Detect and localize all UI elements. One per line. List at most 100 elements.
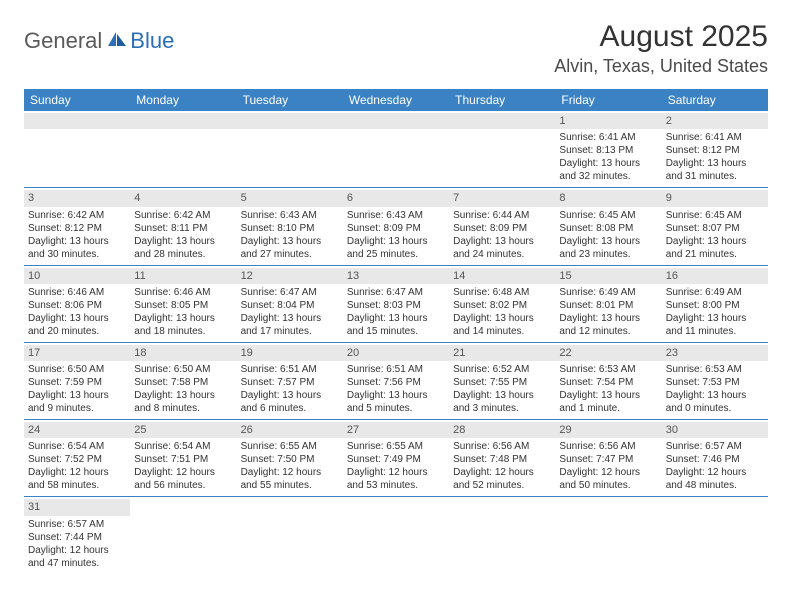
logo-text-blue: Blue <box>130 28 174 54</box>
cell-line: Sunset: 8:00 PM <box>666 299 764 312</box>
cell-line: Sunset: 8:04 PM <box>241 299 339 312</box>
cell-line: and 53 minutes. <box>347 479 445 492</box>
cell-date: 24 <box>24 422 130 438</box>
cell-line: and 32 minutes. <box>559 170 657 183</box>
cell-line: and 24 minutes. <box>453 248 551 261</box>
cell-line: Sunset: 8:01 PM <box>559 299 657 312</box>
empty-date-bar <box>130 113 236 129</box>
cell-date: 22 <box>555 345 661 361</box>
month-title: August 2025 <box>554 20 768 54</box>
calendar-cell: 23Sunrise: 6:53 AMSunset: 7:53 PMDayligh… <box>662 343 768 419</box>
cell-line: and 27 minutes. <box>241 248 339 261</box>
calendar-cell: 15Sunrise: 6:49 AMSunset: 8:01 PMDayligh… <box>555 266 661 342</box>
day-header: Sunday <box>24 89 130 111</box>
calendar-cell: 25Sunrise: 6:54 AMSunset: 7:51 PMDayligh… <box>130 420 236 496</box>
calendar-cell: 30Sunrise: 6:57 AMSunset: 7:46 PMDayligh… <box>662 420 768 496</box>
cell-line: Daylight: 13 hours <box>241 389 339 402</box>
week-row: 1Sunrise: 6:41 AMSunset: 8:13 PMDaylight… <box>24 111 768 188</box>
calendar-cell <box>130 497 236 573</box>
calendar-cell: 19Sunrise: 6:51 AMSunset: 7:57 PMDayligh… <box>237 343 343 419</box>
cell-line: Daylight: 13 hours <box>666 389 764 402</box>
cell-date: 31 <box>24 499 130 515</box>
calendar-cell <box>130 111 236 187</box>
calendar-cell <box>237 497 343 573</box>
cell-line: and 18 minutes. <box>134 325 232 338</box>
cell-line: Sunrise: 6:50 AM <box>28 363 126 376</box>
cell-line: Sunrise: 6:54 AM <box>134 440 232 453</box>
cell-line: Daylight: 13 hours <box>134 312 232 325</box>
day-header: Monday <box>130 89 236 111</box>
title-block: August 2025 Alvin, Texas, United States <box>554 20 768 77</box>
cell-line: Sunrise: 6:49 AM <box>666 286 764 299</box>
cell-line: Daylight: 12 hours <box>134 466 232 479</box>
cell-line: Sunset: 8:05 PM <box>134 299 232 312</box>
cell-line: and 9 minutes. <box>28 402 126 415</box>
cell-line: and 55 minutes. <box>241 479 339 492</box>
cell-line: Sunset: 7:57 PM <box>241 376 339 389</box>
cell-line: and 11 minutes. <box>666 325 764 338</box>
calendar-cell <box>343 497 449 573</box>
cell-line: Daylight: 13 hours <box>347 312 445 325</box>
week-row: 31Sunrise: 6:57 AMSunset: 7:44 PMDayligh… <box>24 497 768 573</box>
cell-line: Sunrise: 6:55 AM <box>241 440 339 453</box>
calendar-cell: 21Sunrise: 6:52 AMSunset: 7:55 PMDayligh… <box>449 343 555 419</box>
logo: General Blue <box>24 28 174 54</box>
cell-line: Sunrise: 6:53 AM <box>559 363 657 376</box>
cell-line: Sunset: 7:59 PM <box>28 376 126 389</box>
day-header: Saturday <box>662 89 768 111</box>
cell-line: Daylight: 12 hours <box>28 544 126 557</box>
location: Alvin, Texas, United States <box>554 56 768 77</box>
calendar-cell: 18Sunrise: 6:50 AMSunset: 7:58 PMDayligh… <box>130 343 236 419</box>
calendar-cell <box>555 497 661 573</box>
cell-date: 18 <box>130 345 236 361</box>
calendar-cell: 4Sunrise: 6:42 AMSunset: 8:11 PMDaylight… <box>130 188 236 264</box>
cell-line: Sunset: 8:09 PM <box>347 222 445 235</box>
cell-line: Sunrise: 6:46 AM <box>134 286 232 299</box>
cell-line: Sunrise: 6:41 AM <box>559 131 657 144</box>
cell-line: and 5 minutes. <box>347 402 445 415</box>
cell-line: and 52 minutes. <box>453 479 551 492</box>
cell-line: Daylight: 13 hours <box>666 157 764 170</box>
cell-line: Sunrise: 6:52 AM <box>453 363 551 376</box>
cell-line: Sunset: 8:12 PM <box>28 222 126 235</box>
cell-line: Sunrise: 6:53 AM <box>666 363 764 376</box>
cell-line: Sunrise: 6:49 AM <box>559 286 657 299</box>
cell-date: 26 <box>237 422 343 438</box>
cell-date: 28 <box>449 422 555 438</box>
cell-line: Sunset: 8:11 PM <box>134 222 232 235</box>
day-header: Wednesday <box>343 89 449 111</box>
cell-line: Daylight: 12 hours <box>347 466 445 479</box>
cell-line: Sunset: 8:10 PM <box>241 222 339 235</box>
cell-line: and 6 minutes. <box>241 402 339 415</box>
cell-line: Sunrise: 6:54 AM <box>28 440 126 453</box>
cell-date: 17 <box>24 345 130 361</box>
cell-line: Daylight: 12 hours <box>28 466 126 479</box>
calendar-cell: 9Sunrise: 6:45 AMSunset: 8:07 PMDaylight… <box>662 188 768 264</box>
cell-line: Sunset: 8:13 PM <box>559 144 657 157</box>
calendar-cell: 28Sunrise: 6:56 AMSunset: 7:48 PMDayligh… <box>449 420 555 496</box>
cell-line: and 25 minutes. <box>347 248 445 261</box>
cell-line: and 30 minutes. <box>28 248 126 261</box>
cell-line: and 58 minutes. <box>28 479 126 492</box>
cell-line: Sunset: 8:03 PM <box>347 299 445 312</box>
cell-line: Sunrise: 6:44 AM <box>453 209 551 222</box>
cell-date: 20 <box>343 345 449 361</box>
calendar-cell: 14Sunrise: 6:48 AMSunset: 8:02 PMDayligh… <box>449 266 555 342</box>
calendar-cell: 11Sunrise: 6:46 AMSunset: 8:05 PMDayligh… <box>130 266 236 342</box>
calendar-cell: 7Sunrise: 6:44 AMSunset: 8:09 PMDaylight… <box>449 188 555 264</box>
calendar-cell <box>449 497 555 573</box>
cell-line: Sunrise: 6:55 AM <box>347 440 445 453</box>
calendar-cell: 31Sunrise: 6:57 AMSunset: 7:44 PMDayligh… <box>24 497 130 573</box>
cell-line: Daylight: 13 hours <box>347 235 445 248</box>
logo-text-general: General <box>24 28 102 54</box>
calendar-cell: 1Sunrise: 6:41 AMSunset: 8:13 PMDaylight… <box>555 111 661 187</box>
cell-line: and 28 minutes. <box>134 248 232 261</box>
cell-line: Sunset: 7:58 PM <box>134 376 232 389</box>
cell-line: Sunrise: 6:42 AM <box>28 209 126 222</box>
cell-line: and 8 minutes. <box>134 402 232 415</box>
cell-line: Daylight: 13 hours <box>134 389 232 402</box>
cell-line: Daylight: 12 hours <box>241 466 339 479</box>
cell-line: Sunset: 7:56 PM <box>347 376 445 389</box>
cell-date: 12 <box>237 268 343 284</box>
cell-line: and 31 minutes. <box>666 170 764 183</box>
